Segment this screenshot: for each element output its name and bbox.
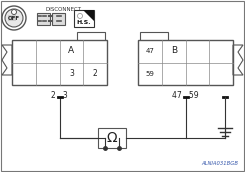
Text: B: B	[171, 46, 177, 55]
Bar	[37, 13, 50, 25]
Bar	[8, 15, 16, 21]
Text: H.S.: H.S.	[77, 20, 91, 25]
Text: 2: 2	[93, 69, 98, 78]
Bar	[77, 32, 105, 42]
Polygon shape	[83, 10, 94, 21]
Text: 2 , 3: 2 , 3	[51, 90, 68, 99]
Text: 59: 59	[146, 71, 154, 77]
Text: OFF: OFF	[8, 15, 20, 20]
Bar	[140, 32, 168, 42]
Text: 3: 3	[69, 69, 74, 78]
Text: Ω: Ω	[107, 131, 117, 145]
Bar	[52, 13, 65, 25]
Text: A: A	[68, 46, 74, 55]
Text: 47: 47	[146, 48, 154, 54]
Text: DISCONNECT: DISCONNECT	[45, 7, 81, 12]
Circle shape	[12, 9, 16, 14]
Circle shape	[2, 6, 26, 30]
Circle shape	[5, 9, 23, 27]
Bar	[138, 40, 233, 85]
Text: 47 , 59: 47 , 59	[172, 90, 199, 99]
Text: ALNIA031BGB: ALNIA031BGB	[201, 161, 238, 166]
Bar	[12, 40, 107, 85]
Circle shape	[77, 13, 83, 18]
Bar	[74, 10, 94, 27]
Bar	[98, 128, 126, 148]
